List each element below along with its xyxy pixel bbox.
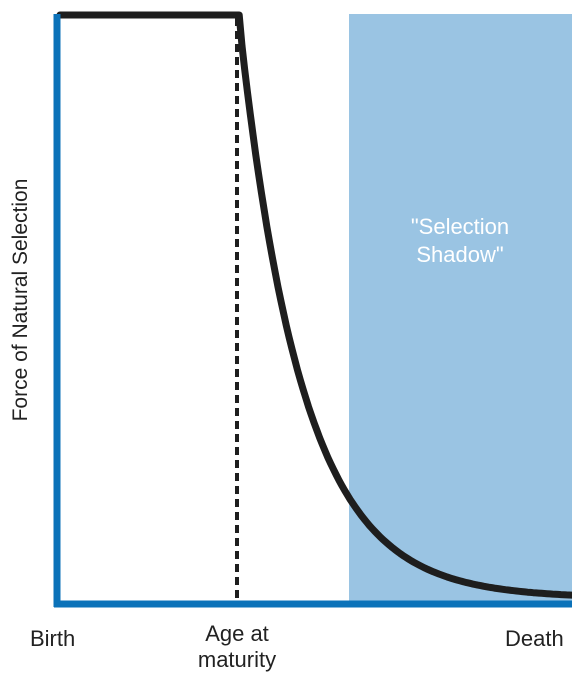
x-tick-age-at-maturity: Age at maturity <box>197 621 277 672</box>
selection-shadow-region <box>349 14 572 606</box>
selection-shadow-label: "Selection Shadow" <box>410 214 510 267</box>
x-tick-death: Death <box>505 626 564 651</box>
x-tick-birth: Birth <box>30 626 76 651</box>
y-axis-label: Force of Natural Selection <box>9 178 32 422</box>
force-of-selection-curve <box>56 11 572 599</box>
